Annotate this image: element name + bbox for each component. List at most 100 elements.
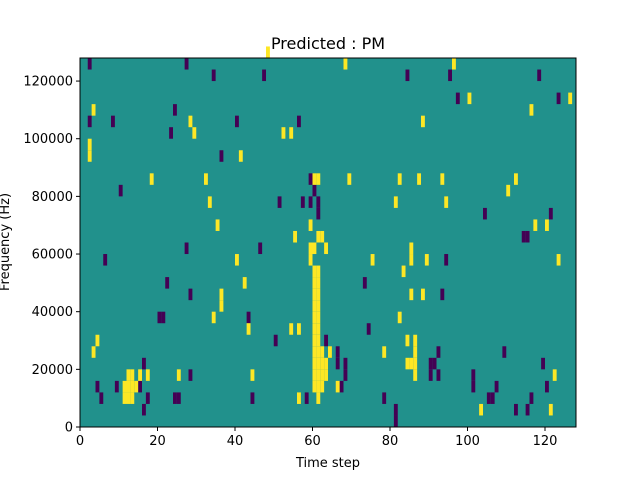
heatmap-cell-high [308, 219, 313, 231]
heatmap-cell-low [235, 115, 239, 128]
heatmap-cell-high [316, 334, 321, 347]
heatmap-cell-high [316, 265, 321, 278]
x-tick-label: 0 [76, 434, 84, 449]
heatmap-cell-high [235, 254, 239, 266]
heatmap-cell-high [289, 127, 294, 139]
heatmap-cell-high [130, 369, 135, 381]
heatmap-cell-low [87, 58, 92, 70]
heatmap-cell-low [103, 254, 108, 266]
x-axis: 0 20 40 60 80 100 120 [76, 427, 558, 449]
heatmap-cell-high [176, 369, 181, 381]
heatmap-cell-high [316, 230, 321, 243]
heatmap-cell-low [432, 357, 437, 370]
heatmap-cell-high [343, 58, 348, 70]
heatmap-cell-low [219, 150, 224, 162]
plot-frame [79, 57, 577, 428]
heatmap-cell-high [122, 380, 127, 393]
heatmap-cell-low [428, 357, 433, 370]
heatmap-cell-low [145, 392, 150, 404]
heatmap-cell-low [169, 127, 174, 139]
heatmap-cells [87, 46, 573, 427]
heatmap-cell-high [568, 92, 573, 105]
heatmap-cell-low [173, 104, 177, 116]
heatmap-cell-high [413, 346, 418, 358]
heatmap-cell-low [142, 403, 146, 416]
heatmap-cell-high [316, 346, 321, 358]
heatmap-cell-low [514, 403, 518, 416]
heatmap-cell-high [316, 300, 321, 312]
heatmap-cell-high [219, 300, 224, 312]
heatmap-cell-low [312, 184, 317, 197]
heatmap-cell-high [320, 357, 325, 370]
heatmap-cell-low [258, 242, 263, 255]
heatmap-cell-low [297, 115, 301, 128]
heatmap-cell-high [409, 254, 414, 266]
heatmap-cell-high [281, 127, 286, 139]
heatmap-cell-high [316, 288, 321, 301]
heatmap-cell-high [316, 380, 321, 393]
heatmap-cell-low [483, 207, 487, 220]
heatmap-cell-high [91, 104, 96, 116]
heatmap-cell-low [262, 69, 267, 82]
x-tick-label: 80 [382, 434, 399, 449]
heatmap-cell-low [525, 403, 530, 416]
heatmap-cell-low [440, 288, 445, 301]
heatmap-cell-high [316, 173, 321, 185]
heatmap-cell-low [556, 92, 561, 105]
x-tick-label: 120 [533, 434, 558, 449]
heatmap-cell-high [405, 334, 410, 347]
heatmap-cell-low [173, 392, 177, 404]
heatmap-cell-high [506, 184, 511, 197]
heatmap-cell-high [293, 230, 298, 243]
heatmap-cell-low [99, 392, 104, 404]
x-axis-label: Time step [295, 456, 360, 471]
y-tick-label: 0 [65, 421, 73, 436]
heatmap-cell-high [413, 334, 418, 347]
heatmap-cell-low [161, 311, 166, 324]
heatmap-cell-high [545, 219, 549, 231]
heatmap-cell-high [312, 334, 317, 347]
heatmap-cell-high [316, 323, 321, 335]
heatmap-cell-high [312, 380, 317, 393]
heatmap-cell-low [111, 115, 115, 128]
heatmap-cell-high [297, 323, 301, 335]
heatmap-cell-low [339, 380, 344, 393]
heatmap-cell-low [316, 196, 321, 208]
heatmap-cell-high [382, 346, 387, 358]
y-tick-label: 120000 [23, 75, 73, 90]
heatmap-cell-low [300, 196, 305, 208]
heatmap-cell-high [533, 219, 538, 231]
heatmap-cell-high [130, 380, 135, 393]
heatmap-cell-low [428, 369, 433, 381]
heatmap-cell-high [335, 380, 340, 393]
heatmap-cell-low [142, 357, 146, 370]
heatmap-cell-low [545, 380, 549, 393]
heatmap-cell-low [444, 254, 449, 266]
heatmap-cell-high [126, 392, 131, 404]
heatmap-cell-low [138, 380, 143, 393]
heatmap-cell-high [479, 403, 484, 416]
heatmap-cell-low [486, 392, 491, 404]
heatmap-cell-low [87, 115, 92, 128]
heatmap-cell-high [514, 173, 518, 185]
heatmap-cell-low [436, 346, 441, 358]
heatmap-cell-high [316, 369, 321, 381]
heatmap-cell-low [324, 334, 329, 347]
y-tick-label: 40000 [32, 305, 73, 320]
heatmap-cell-high [134, 380, 139, 393]
heatmap-cell-high [409, 288, 414, 301]
heatmap-cell-low [246, 311, 251, 324]
heatmap-cell-high [297, 392, 301, 404]
heatmap-cell-low [176, 392, 181, 404]
heatmap-cell-high [312, 357, 317, 370]
heatmap-cell-high [87, 138, 92, 151]
heatmap-cell-high [316, 392, 321, 404]
heatmap-cell-high [405, 357, 410, 370]
heatmap-cell-low [211, 69, 216, 82]
heatmap-cell-low [362, 277, 367, 289]
heatmap-cell-high [308, 254, 313, 266]
heatmap-cell-high [320, 369, 325, 381]
chart-title: Predicted : PM [271, 34, 385, 53]
heatmap-cell-high [413, 369, 418, 381]
